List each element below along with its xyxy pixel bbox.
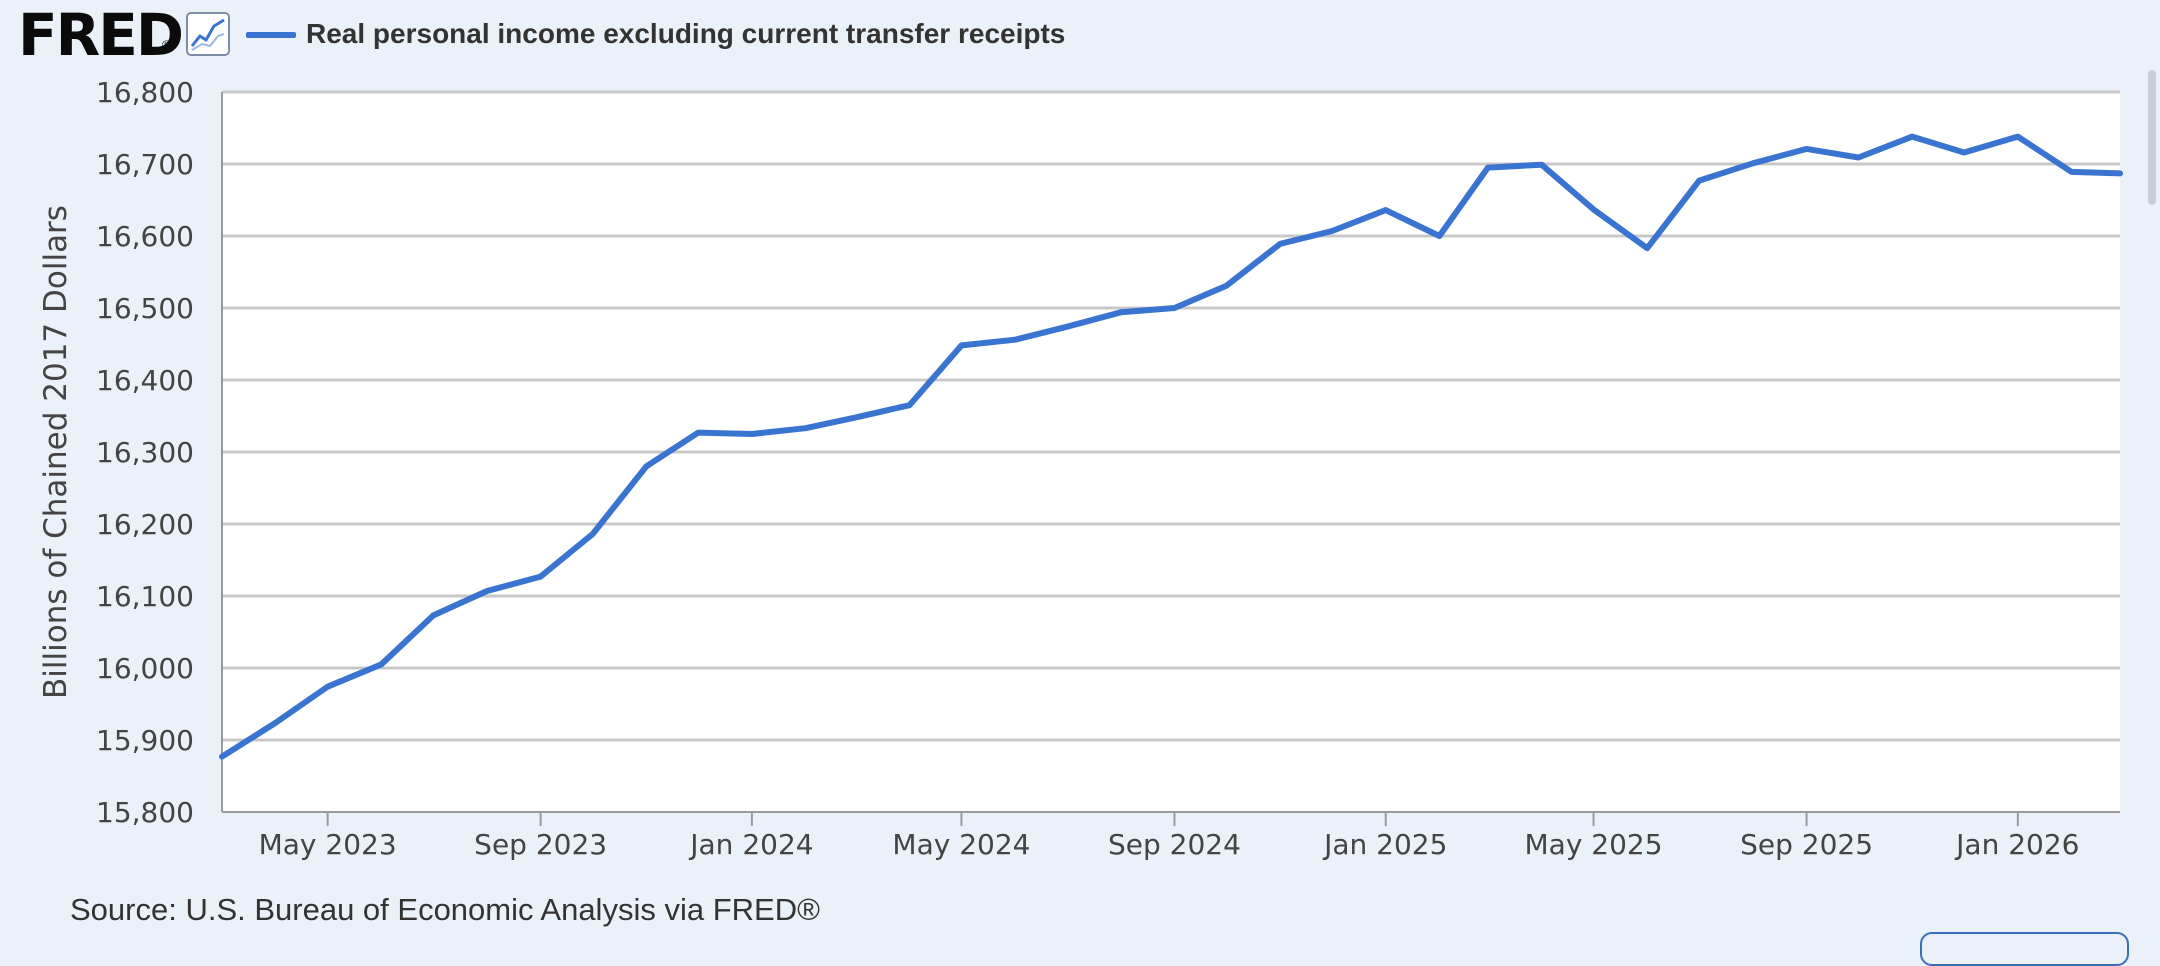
line-chart-icon[interactable] bbox=[186, 12, 230, 56]
y-tick-label: 16,500 bbox=[96, 292, 194, 325]
fred-logo[interactable]: FRED bbox=[18, 1, 184, 69]
y-tick-label: 16,600 bbox=[96, 220, 194, 253]
y-tick-label: 15,900 bbox=[96, 724, 194, 757]
legend-series-label: Real personal income excluding current t… bbox=[306, 18, 1066, 49]
y-tick-label: 15,800 bbox=[96, 796, 194, 829]
y-tick-label: 16,800 bbox=[96, 76, 194, 109]
y-tick-label: 16,100 bbox=[96, 580, 194, 613]
grid-lines bbox=[222, 90, 2120, 742]
y-tick-label: 16,000 bbox=[96, 652, 194, 685]
x-tick-label: Sep 2024 bbox=[1108, 828, 1241, 861]
x-tick-label: Sep 2023 bbox=[474, 828, 607, 861]
source-note: Source: U.S. Bureau of Economic Analysis… bbox=[70, 892, 820, 927]
legend-swatch bbox=[246, 32, 296, 38]
x-tick-label: Jan 2024 bbox=[688, 828, 813, 861]
scrollbar-thumb[interactable] bbox=[2148, 70, 2156, 205]
y-tick-label: 16,700 bbox=[96, 148, 194, 181]
x-tick-label: May 2025 bbox=[1525, 828, 1663, 861]
series-line[interactable] bbox=[219, 133, 2123, 760]
x-tick-label: Sep 2025 bbox=[1740, 828, 1873, 861]
chart-header: FRED ® Real personal income excluding cu… bbox=[0, 0, 2160, 80]
y-tick-label: 16,400 bbox=[96, 364, 194, 397]
x-tick-label: Jan 2026 bbox=[1954, 828, 2079, 861]
y-tick-label: 16,200 bbox=[96, 508, 194, 541]
x-tick-label: May 2024 bbox=[892, 828, 1030, 861]
partial-button[interactable] bbox=[1920, 932, 2129, 966]
x-tick-label: Jan 2025 bbox=[1322, 828, 1447, 861]
x-axis: May 2023 Sep 2023 Jan 2024 May 2024 Sep 2024… bbox=[259, 812, 2079, 861]
y-tick-label: 16,300 bbox=[96, 436, 194, 469]
line-chart: May 2023 Sep 2023 Jan 2024 May 2024 Sep 2024… bbox=[38, 76, 2123, 861]
y-axis-title: Billions of Chained 2017 Dollars bbox=[38, 205, 74, 699]
x-tick-label: May 2023 bbox=[259, 828, 397, 861]
y-axis: 15,800 15,900 16,000 16,100 16,200 16,300 16,4… bbox=[96, 76, 194, 829]
registered-mark: ® bbox=[162, 38, 171, 52]
